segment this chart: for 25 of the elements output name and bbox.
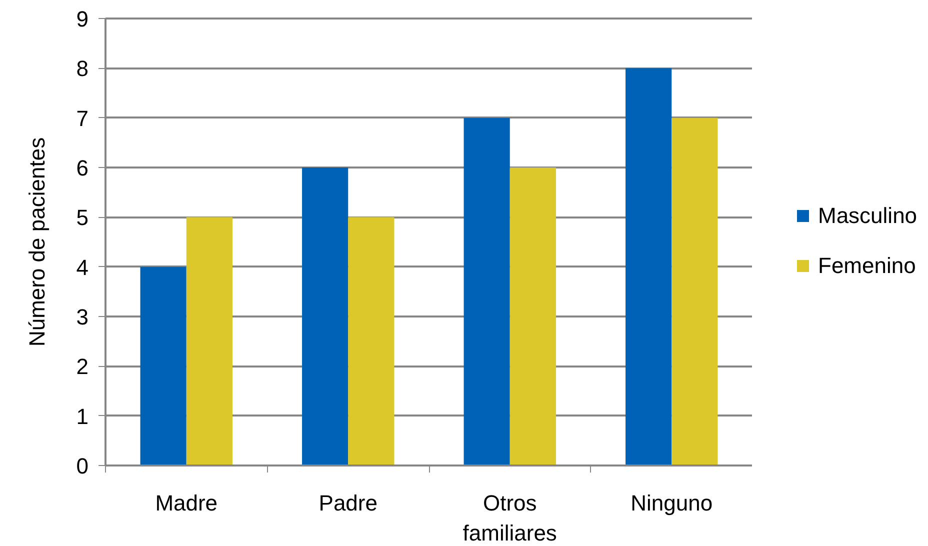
bar [348, 217, 394, 466]
y-tick-label: 0 [76, 454, 89, 478]
x-tick-label: Otros familiares [462, 490, 557, 546]
bar [510, 168, 556, 466]
bar [186, 217, 232, 466]
bar [464, 118, 510, 466]
bar [140, 266, 186, 466]
legend-label: Femenino [818, 252, 916, 278]
bar [626, 68, 672, 466]
y-axis-title: Número de pacientes [24, 137, 50, 347]
y-tick-label: 6 [76, 156, 89, 180]
x-tick-label: Padre [318, 490, 378, 516]
x-tick-label: Ninguno [630, 490, 713, 516]
y-tick-label: 7 [76, 106, 89, 131]
y-tick-label: 8 [76, 56, 89, 82]
legend-label: Masculino [818, 202, 918, 228]
y-tick-label: 1 [76, 404, 89, 429]
bar [672, 118, 718, 466]
y-tick-label: 5 [76, 205, 89, 230]
x-tick-label: Madre [155, 490, 218, 516]
bar [302, 168, 348, 466]
y-tick-label: 2 [76, 354, 89, 380]
y-tick-label: 4 [76, 254, 89, 280]
y-tick-label: 9 [76, 6, 89, 32]
y-tick-label: 3 [76, 304, 89, 330]
